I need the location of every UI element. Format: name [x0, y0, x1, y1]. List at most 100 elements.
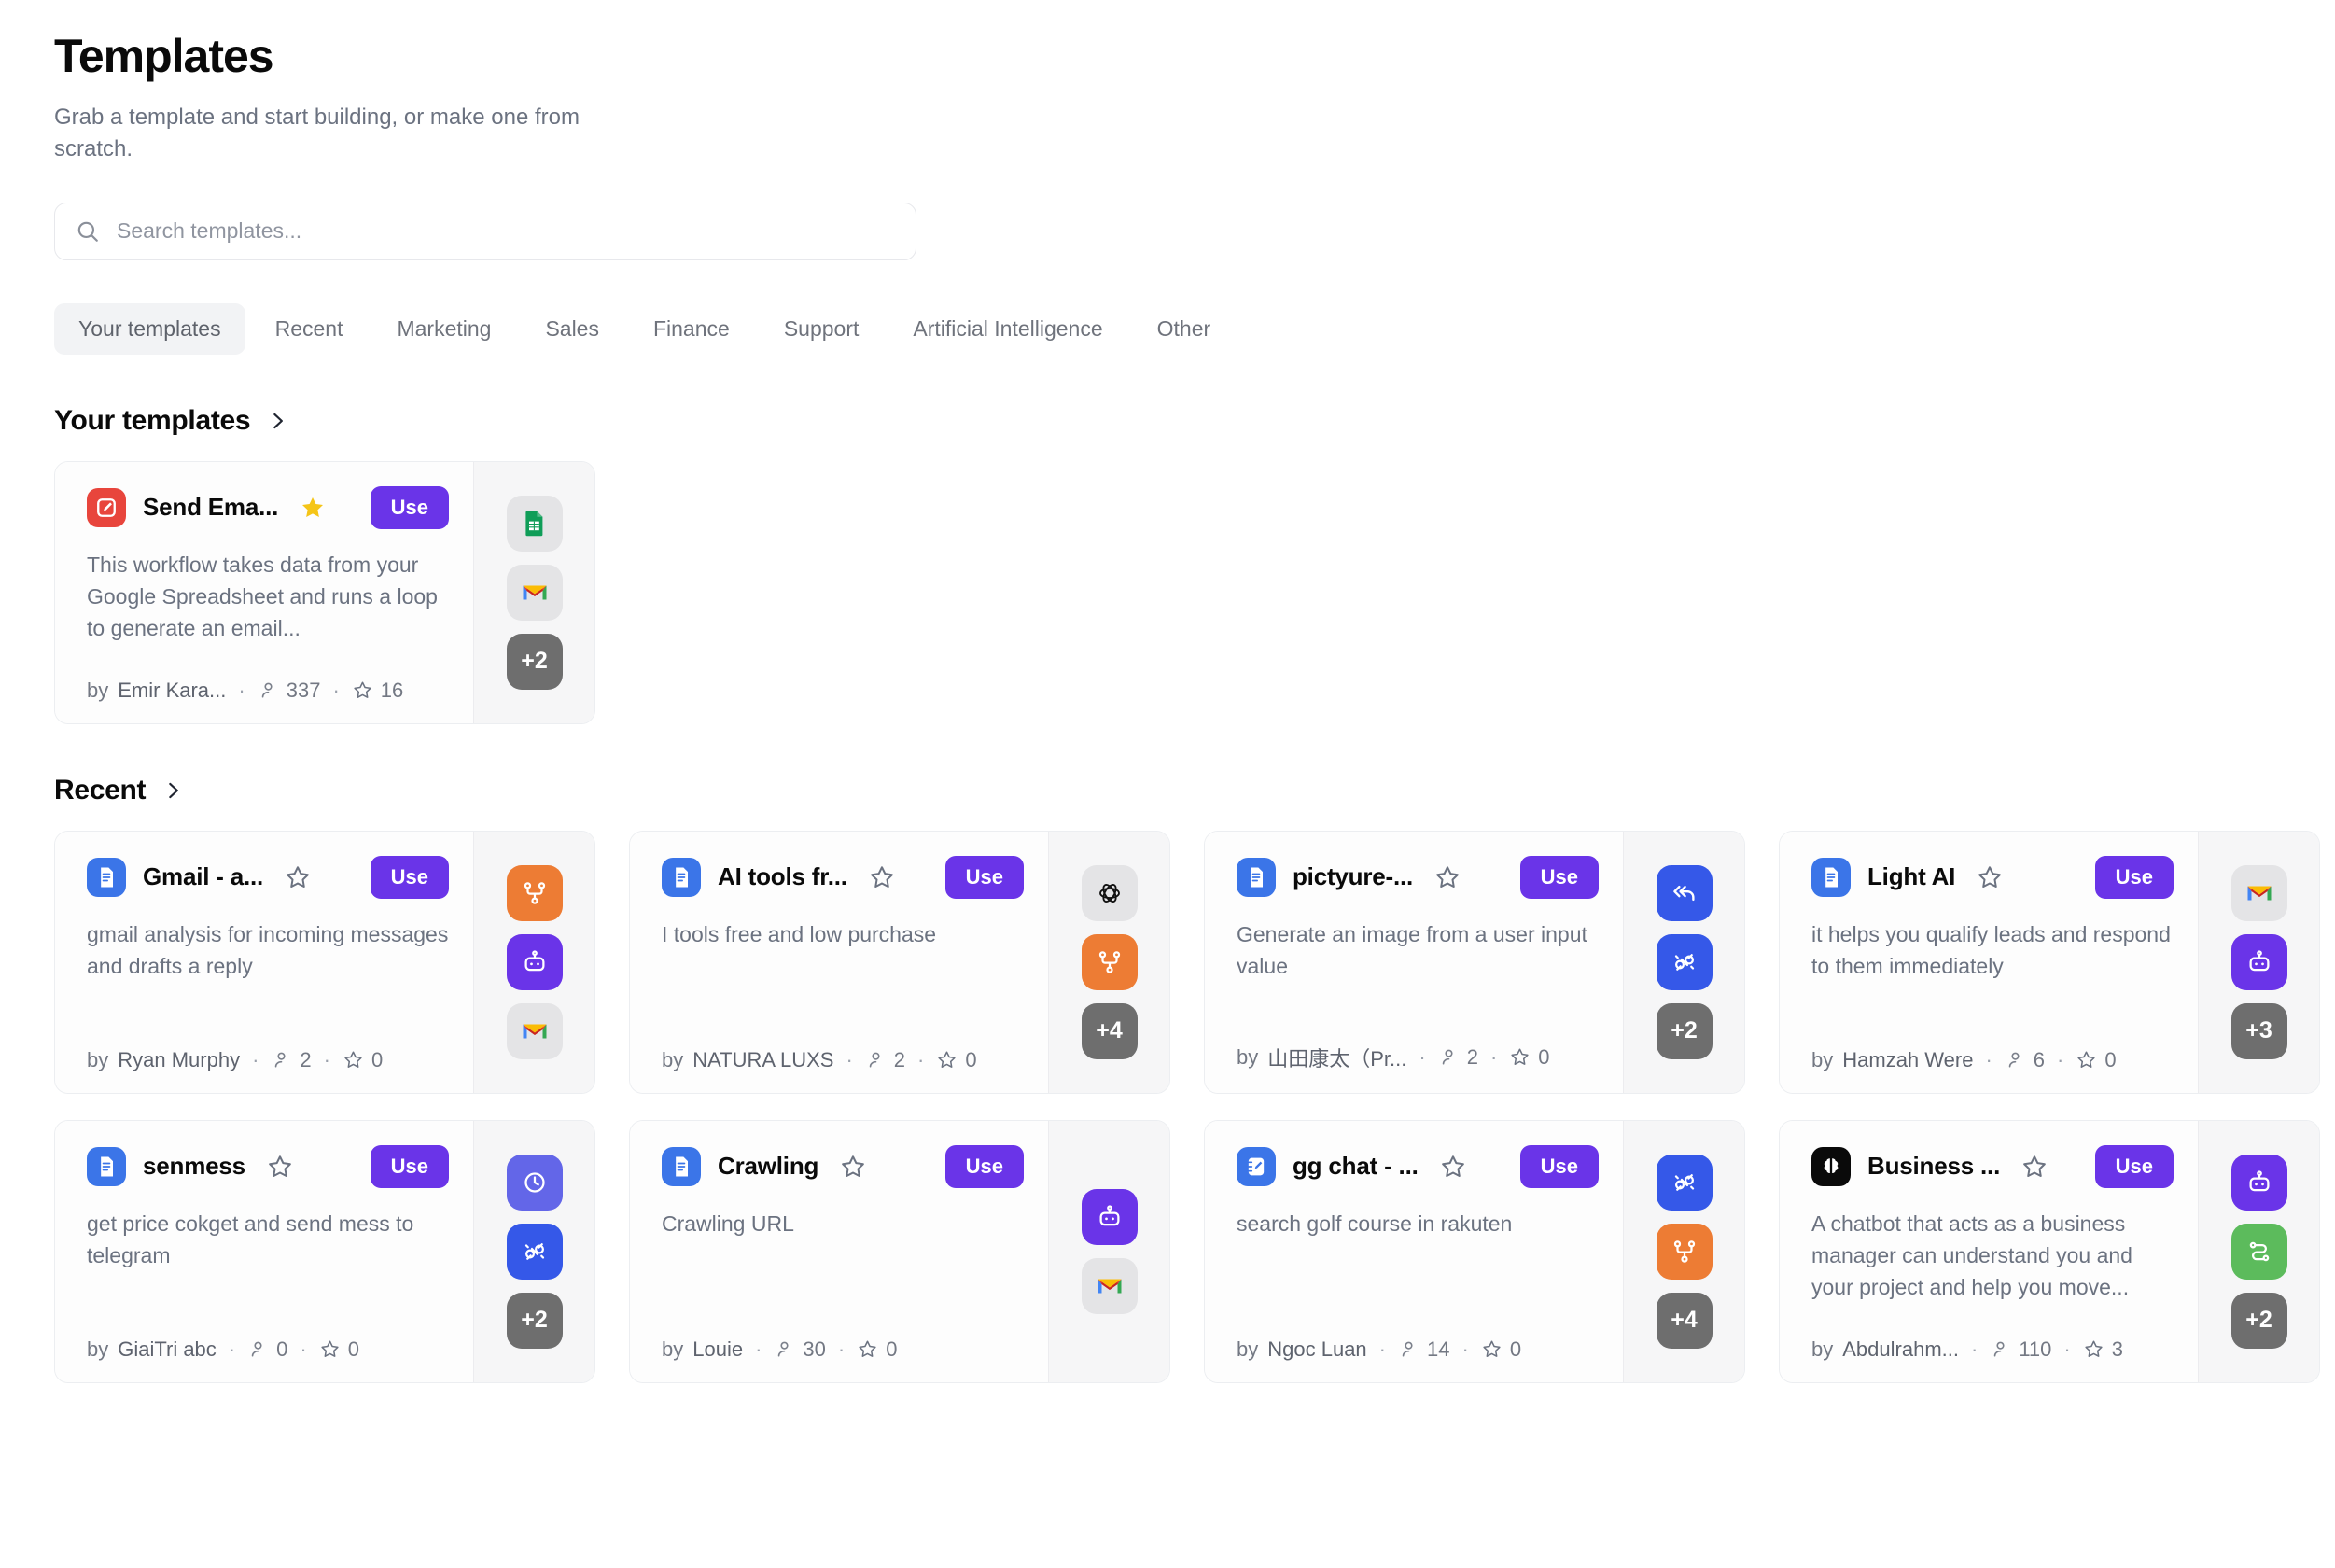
star-outline-icon[interactable]: [1439, 1153, 1467, 1181]
tab-other[interactable]: Other: [1133, 303, 1236, 355]
star-outline-icon[interactable]: [868, 863, 896, 891]
template-app-rail: [473, 831, 594, 1093]
stars-count: 0: [371, 1047, 384, 1071]
section-title: Recent: [54, 774, 147, 805]
template-card[interactable]: AI tools fr... Use I tools free and low pu…: [629, 830, 1170, 1094]
use-button[interactable]: Use: [370, 485, 449, 530]
template-card[interactable]: gg chat - ... Use search golf course in ra…: [1204, 1119, 1745, 1383]
template-author: 山田康太（Pr...: [1267, 1046, 1407, 1071]
meta-separator: ·: [755, 1337, 762, 1361]
search-icon: [76, 219, 100, 244]
template-name: AI tools fr...: [718, 862, 847, 891]
template-description: search golf course in rakuten: [1237, 1211, 1513, 1237]
plug-connect-icon: [1656, 1154, 1713, 1211]
stars-count: 0: [2104, 1047, 2117, 1071]
more-apps-badge[interactable]: +2: [1656, 1002, 1713, 1059]
template-card-header: Light AI Use: [1811, 855, 2174, 900]
users-stat: 2: [865, 1048, 905, 1072]
template-card[interactable]: Business ... Use A chatbot that acts as a …: [1779, 1119, 2320, 1383]
users-count: 110: [2019, 1337, 2052, 1361]
star-outline-icon[interactable]: [266, 1153, 294, 1181]
tab-finance[interactable]: Finance: [629, 303, 754, 355]
template-name: pictyure-...: [1293, 862, 1414, 891]
tab-artificial-intelligence[interactable]: Artificial Intelligence: [888, 303, 1126, 355]
stars-count: 0: [1509, 1337, 1522, 1361]
template-card-header: gg chat - ... Use: [1237, 1144, 1599, 1189]
template-card[interactable]: Crawling Use Crawling URL by Louie · 30 · 0: [629, 1119, 1170, 1383]
stars-stat: 0: [2076, 1047, 2117, 1072]
search-input[interactable]: [115, 217, 895, 245]
gmail-icon: [506, 564, 563, 621]
meta-separator: ·: [300, 1337, 307, 1361]
more-apps-badge[interactable]: +3: [2230, 1002, 2287, 1059]
meta-separator: ·: [1378, 1337, 1386, 1361]
by-label: by: [662, 1337, 684, 1361]
section-header[interactable]: Recent: [54, 775, 2335, 806]
star-outline-icon[interactable]: [1976, 863, 2004, 891]
use-button[interactable]: Use: [1519, 1144, 1599, 1189]
tab-your-templates[interactable]: Your templates: [54, 302, 245, 355]
template-meta: by Ryan Murphy · 2 · 0: [87, 1048, 449, 1072]
chevron-right-icon[interactable]: [265, 409, 289, 433]
star-outline-icon[interactable]: [839, 1153, 867, 1181]
gmail-icon: [1081, 1257, 1138, 1314]
use-button[interactable]: Use: [944, 1144, 1024, 1189]
template-description: Crawling URL: [662, 1211, 794, 1237]
chevron-right-icon[interactable]: [161, 778, 185, 803]
tab-sales[interactable]: Sales: [521, 303, 623, 355]
route-icon: [2230, 1223, 2287, 1280]
star-outline-icon[interactable]: [1433, 863, 1461, 891]
meta-separator: ·: [332, 678, 340, 702]
template-author: NATURA LUXS: [692, 1047, 834, 1071]
template-meta: by 山田康太（Pr... · 2 · 0: [1237, 1043, 1599, 1072]
more-apps-badge[interactable]: +2: [506, 1292, 563, 1349]
star-outline-icon[interactable]: [284, 863, 312, 891]
template-name: senmess: [143, 1152, 245, 1181]
template-description: it helps you qualify leads and respond t…: [1811, 922, 2171, 978]
tab-support[interactable]: Support: [760, 303, 884, 355]
more-apps-badge[interactable]: +2: [506, 633, 563, 690]
more-apps-badge[interactable]: +2: [2230, 1292, 2287, 1349]
template-card[interactable]: senmess Use get price cokget and send mess…: [54, 1119, 595, 1383]
meta-separator: ·: [1985, 1047, 1992, 1071]
meta-separator: ·: [2057, 1047, 2064, 1071]
page-subtitle: Grab a template and start building, or m…: [54, 104, 580, 161]
search-box[interactable]: [54, 202, 916, 260]
tab-recent[interactable]: Recent: [251, 303, 368, 355]
more-apps-badge[interactable]: +4: [1656, 1292, 1713, 1349]
template-card[interactable]: Gmail - a... Use gmail analysis for incomi…: [54, 830, 595, 1094]
star-outline-icon[interactable]: [2020, 1153, 2048, 1181]
template-card-body: pictyure-... Use Generate an image from a …: [1205, 831, 1623, 1093]
use-button[interactable]: Use: [944, 855, 1024, 900]
use-button[interactable]: Use: [370, 855, 449, 900]
template-card-body: Gmail - a... Use gmail analysis for incomi…: [55, 831, 473, 1093]
template-author: Louie: [692, 1337, 744, 1361]
template-description: I tools free and low purchase: [662, 922, 937, 947]
more-apps-badge[interactable]: +4: [1081, 1002, 1138, 1059]
section-header[interactable]: Your templates: [54, 405, 2335, 437]
template-description: Generate an image from a user input valu…: [1237, 922, 1587, 978]
template-app-rail: +3: [2198, 831, 2319, 1093]
by-label: by: [1811, 1337, 1834, 1361]
tab-marketing[interactable]: Marketing: [372, 303, 515, 355]
by-label: by: [87, 1337, 109, 1361]
template-app-rail: +2: [2198, 1120, 2319, 1382]
use-button[interactable]: Use: [2094, 1144, 2174, 1189]
template-description: get price cokget and send mess to telegr…: [87, 1211, 414, 1267]
by-label: by: [87, 1047, 109, 1071]
template-app-rail: +2: [1623, 831, 1744, 1093]
use-button[interactable]: Use: [370, 1144, 449, 1189]
template-card[interactable]: Light AI Use it helps you qualify leads an…: [1779, 830, 2320, 1094]
stars-count: 0: [965, 1047, 977, 1071]
use-button[interactable]: Use: [2094, 855, 2174, 900]
template-card[interactable]: pictyure-... Use Generate an image from a …: [1204, 830, 1745, 1094]
star-filled-icon[interactable]: [299, 494, 327, 522]
by-label: by: [662, 1047, 684, 1071]
document-icon: [662, 1146, 701, 1186]
template-card[interactable]: Send Ema... Use This workflow takes data f…: [54, 460, 595, 724]
use-button[interactable]: Use: [1519, 855, 1599, 900]
template-app-rail: +2: [473, 461, 594, 723]
template-card-header: Gmail - a... Use: [87, 855, 449, 900]
template-card-body: Crawling Use Crawling URL by Louie · 30 · 0: [630, 1120, 1048, 1382]
sections-container: Your templates Send Ema... Use This workflo…: [54, 405, 2335, 1383]
